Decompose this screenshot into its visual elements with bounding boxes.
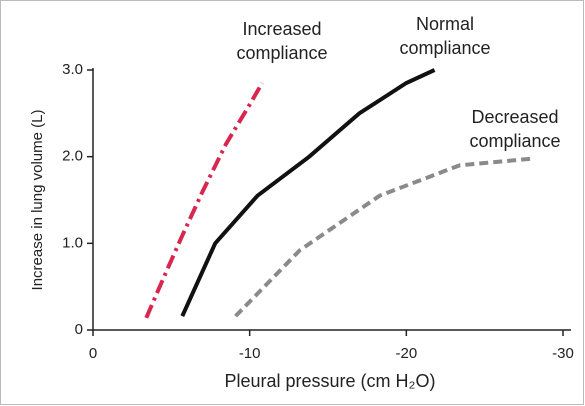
curve-label: Increased <box>242 19 321 39</box>
y-tick-label: 3.0 <box>62 61 83 78</box>
curve <box>144 81 264 319</box>
y-tick-label: 0 <box>75 321 83 338</box>
y-tick-label: 1.0 <box>62 234 83 251</box>
x-tick-label: 0 <box>89 345 97 362</box>
curve-label: compliance <box>236 43 327 63</box>
curve <box>234 156 535 318</box>
curve <box>180 68 436 317</box>
curve-label: compliance <box>399 38 490 58</box>
curve-label: Normal <box>416 14 474 34</box>
x-tick-label: -30 <box>552 345 574 362</box>
x-tick-label: -10 <box>239 345 261 362</box>
curve-label: compliance <box>469 131 560 151</box>
x-axis-label: Pleural pressure (cm H₂O) <box>224 371 435 391</box>
curve-label: Decreased <box>471 107 558 127</box>
y-tick-label: 2.0 <box>62 148 83 165</box>
y-axis-label: Increase in lung volume (L) <box>29 110 46 291</box>
x-tick-label: -20 <box>395 345 417 362</box>
